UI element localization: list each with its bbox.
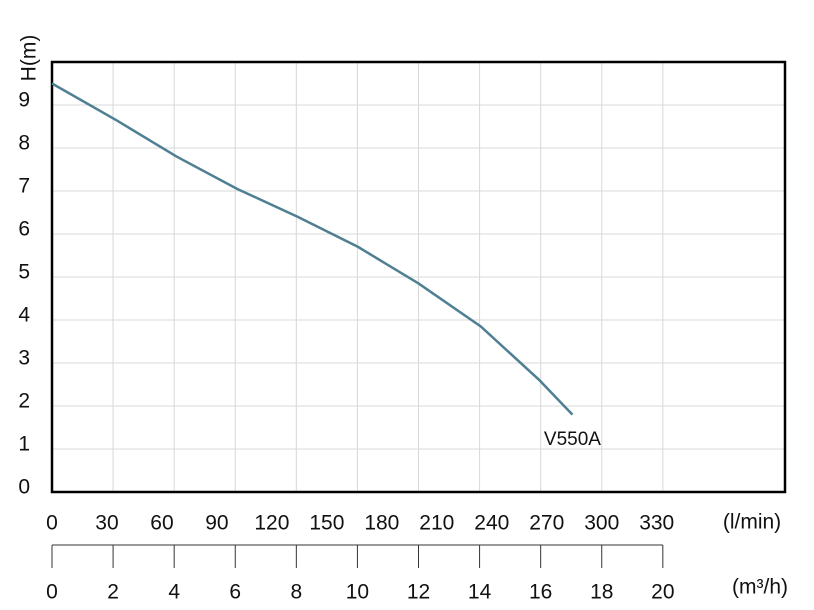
y-tick-label: 2 bbox=[18, 390, 30, 413]
curve bbox=[51, 82, 574, 416]
x2-tick-label: 12 bbox=[407, 581, 430, 604]
y-tick-label: 5 bbox=[18, 261, 30, 284]
x-tick-label: 0 bbox=[46, 512, 58, 535]
x2-tick-label: 2 bbox=[107, 581, 119, 604]
y-tick-label: 9 bbox=[18, 89, 30, 112]
x2-tick-label: 4 bbox=[168, 581, 180, 604]
y-tick-label: 6 bbox=[18, 218, 30, 241]
x-tick-label: 270 bbox=[529, 512, 564, 535]
y-tick-label: 3 bbox=[18, 347, 30, 370]
x-tick-label: 240 bbox=[474, 512, 509, 535]
x-tick-label: 150 bbox=[309, 512, 344, 535]
x2-tick-label: 0 bbox=[46, 581, 58, 604]
x-tick-label: 300 bbox=[584, 512, 619, 535]
series-label: V550A bbox=[544, 429, 601, 450]
x2-tick-label: 20 bbox=[651, 581, 674, 604]
x2-tick-label: 6 bbox=[229, 581, 241, 604]
x2-tick-label: 18 bbox=[590, 581, 613, 604]
x-tick-label: 330 bbox=[639, 512, 674, 535]
y-tick-label: 7 bbox=[18, 175, 30, 198]
x2-tick-label: 10 bbox=[346, 581, 369, 604]
x-tick-label: 210 bbox=[419, 512, 454, 535]
x-tick-label: 120 bbox=[254, 512, 289, 535]
y-axis-label: H(m) bbox=[18, 35, 41, 82]
x-tick-label: 90 bbox=[205, 512, 228, 535]
x-tick-label: 180 bbox=[364, 512, 399, 535]
x-tick-label: 60 bbox=[150, 512, 173, 535]
y-tick-label: 4 bbox=[18, 304, 30, 327]
y-tick-label: 0 bbox=[18, 476, 30, 499]
x2-axis-label: (m³/h) bbox=[732, 576, 788, 599]
plot-frame bbox=[50, 60, 787, 494]
y-tick-label: 1 bbox=[18, 433, 30, 456]
x2-tick-label: 16 bbox=[529, 581, 552, 604]
y-tick-label: 8 bbox=[18, 132, 30, 155]
x2-tick-label: 8 bbox=[290, 581, 302, 604]
x-axis-label: (l/min) bbox=[723, 511, 781, 534]
x-tick-label: 30 bbox=[95, 512, 118, 535]
x2-tick-label: 14 bbox=[468, 581, 492, 604]
